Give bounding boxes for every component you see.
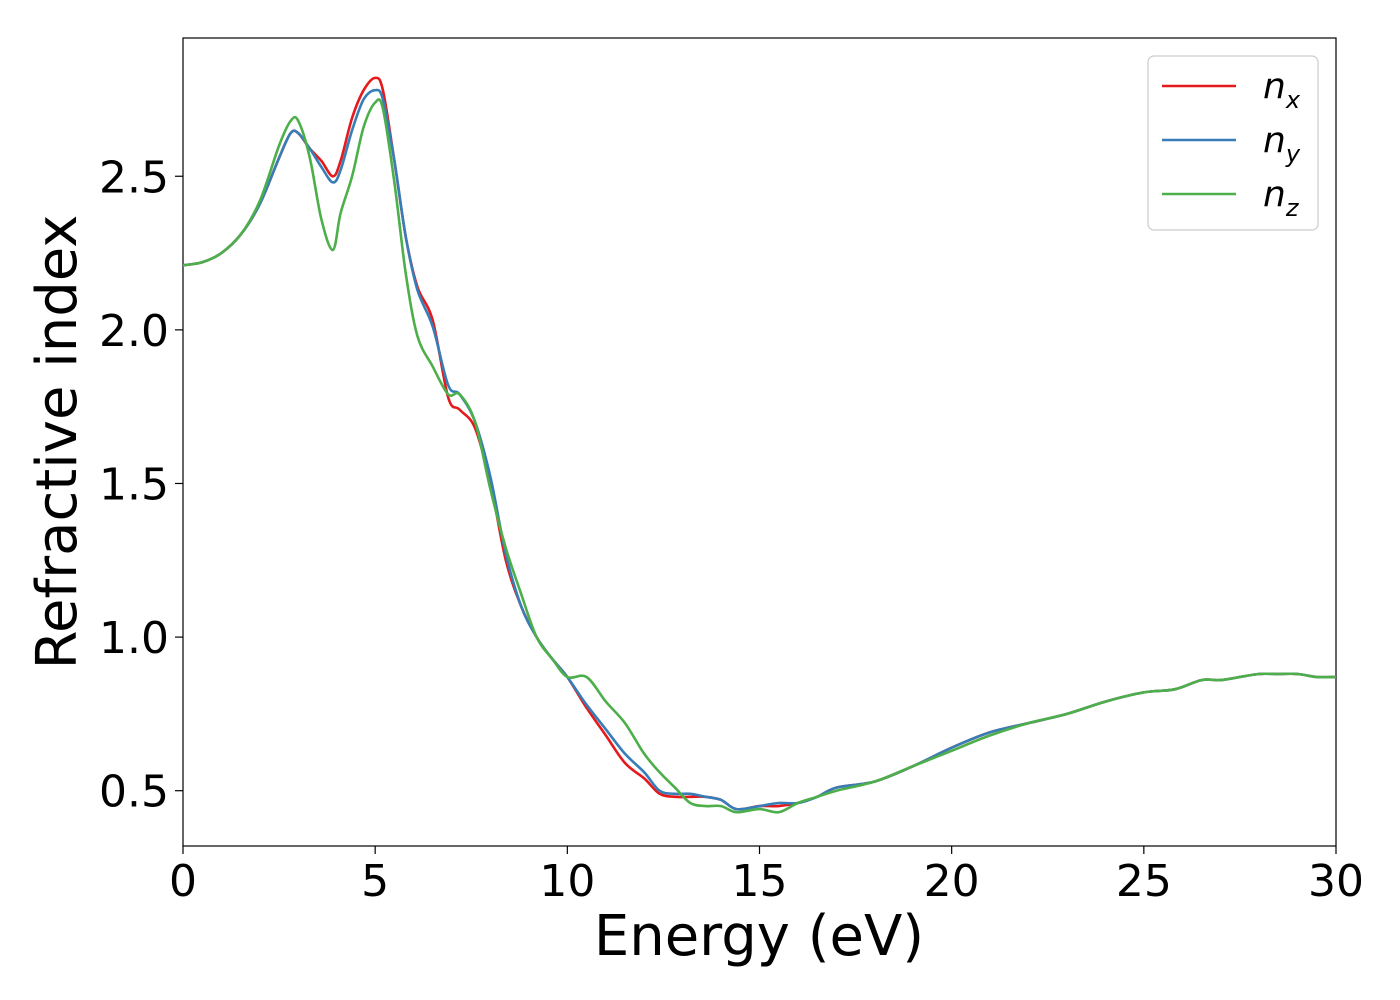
y-axis-ticks: 0.5 1.0 1.5 2.0 2.5 — [99, 152, 183, 818]
x-tick-label: 10 — [539, 856, 595, 907]
plot-area — [182, 37, 1337, 847]
x-tick-label: 0 — [169, 856, 197, 907]
legend-box — [1147, 55, 1319, 231]
legend-label-subscript: x — [1285, 86, 1301, 114]
y-tick-label: 1.0 — [99, 613, 169, 664]
legend-label-main: n — [1263, 66, 1286, 107]
series-line-nz — [183, 98, 1336, 814]
x-tick-label: 20 — [924, 856, 980, 907]
x-tick-label: 30 — [1308, 856, 1364, 907]
x-tick-label: 25 — [1116, 856, 1172, 907]
y-tick-label: 2.0 — [99, 306, 169, 357]
plot-frame — [182, 37, 1337, 847]
series-layer — [183, 76, 1336, 814]
y-tick-label: 2.5 — [99, 152, 169, 203]
y-axis-label: Refractive index — [25, 215, 90, 670]
x-axis-label: Energy (eV) — [594, 904, 924, 969]
legend-label-subscript: z — [1285, 194, 1300, 222]
legend-label-main: n — [1263, 120, 1286, 161]
y-tick-label: 0.5 — [99, 767, 169, 818]
x-tick-label: 5 — [361, 856, 389, 907]
legend-label-subscript: y — [1285, 140, 1301, 168]
x-axis-ticks: 0 5 10 15 20 25 30 — [169, 846, 1364, 907]
x-tick-label: 15 — [732, 856, 788, 907]
legend-label-nx: nx — [1263, 66, 1301, 114]
legend-label-nz: nz — [1263, 174, 1300, 222]
y-tick-label: 1.5 — [99, 459, 169, 510]
legend-label-ny: ny — [1263, 120, 1301, 168]
legend-label-main: n — [1263, 174, 1286, 215]
